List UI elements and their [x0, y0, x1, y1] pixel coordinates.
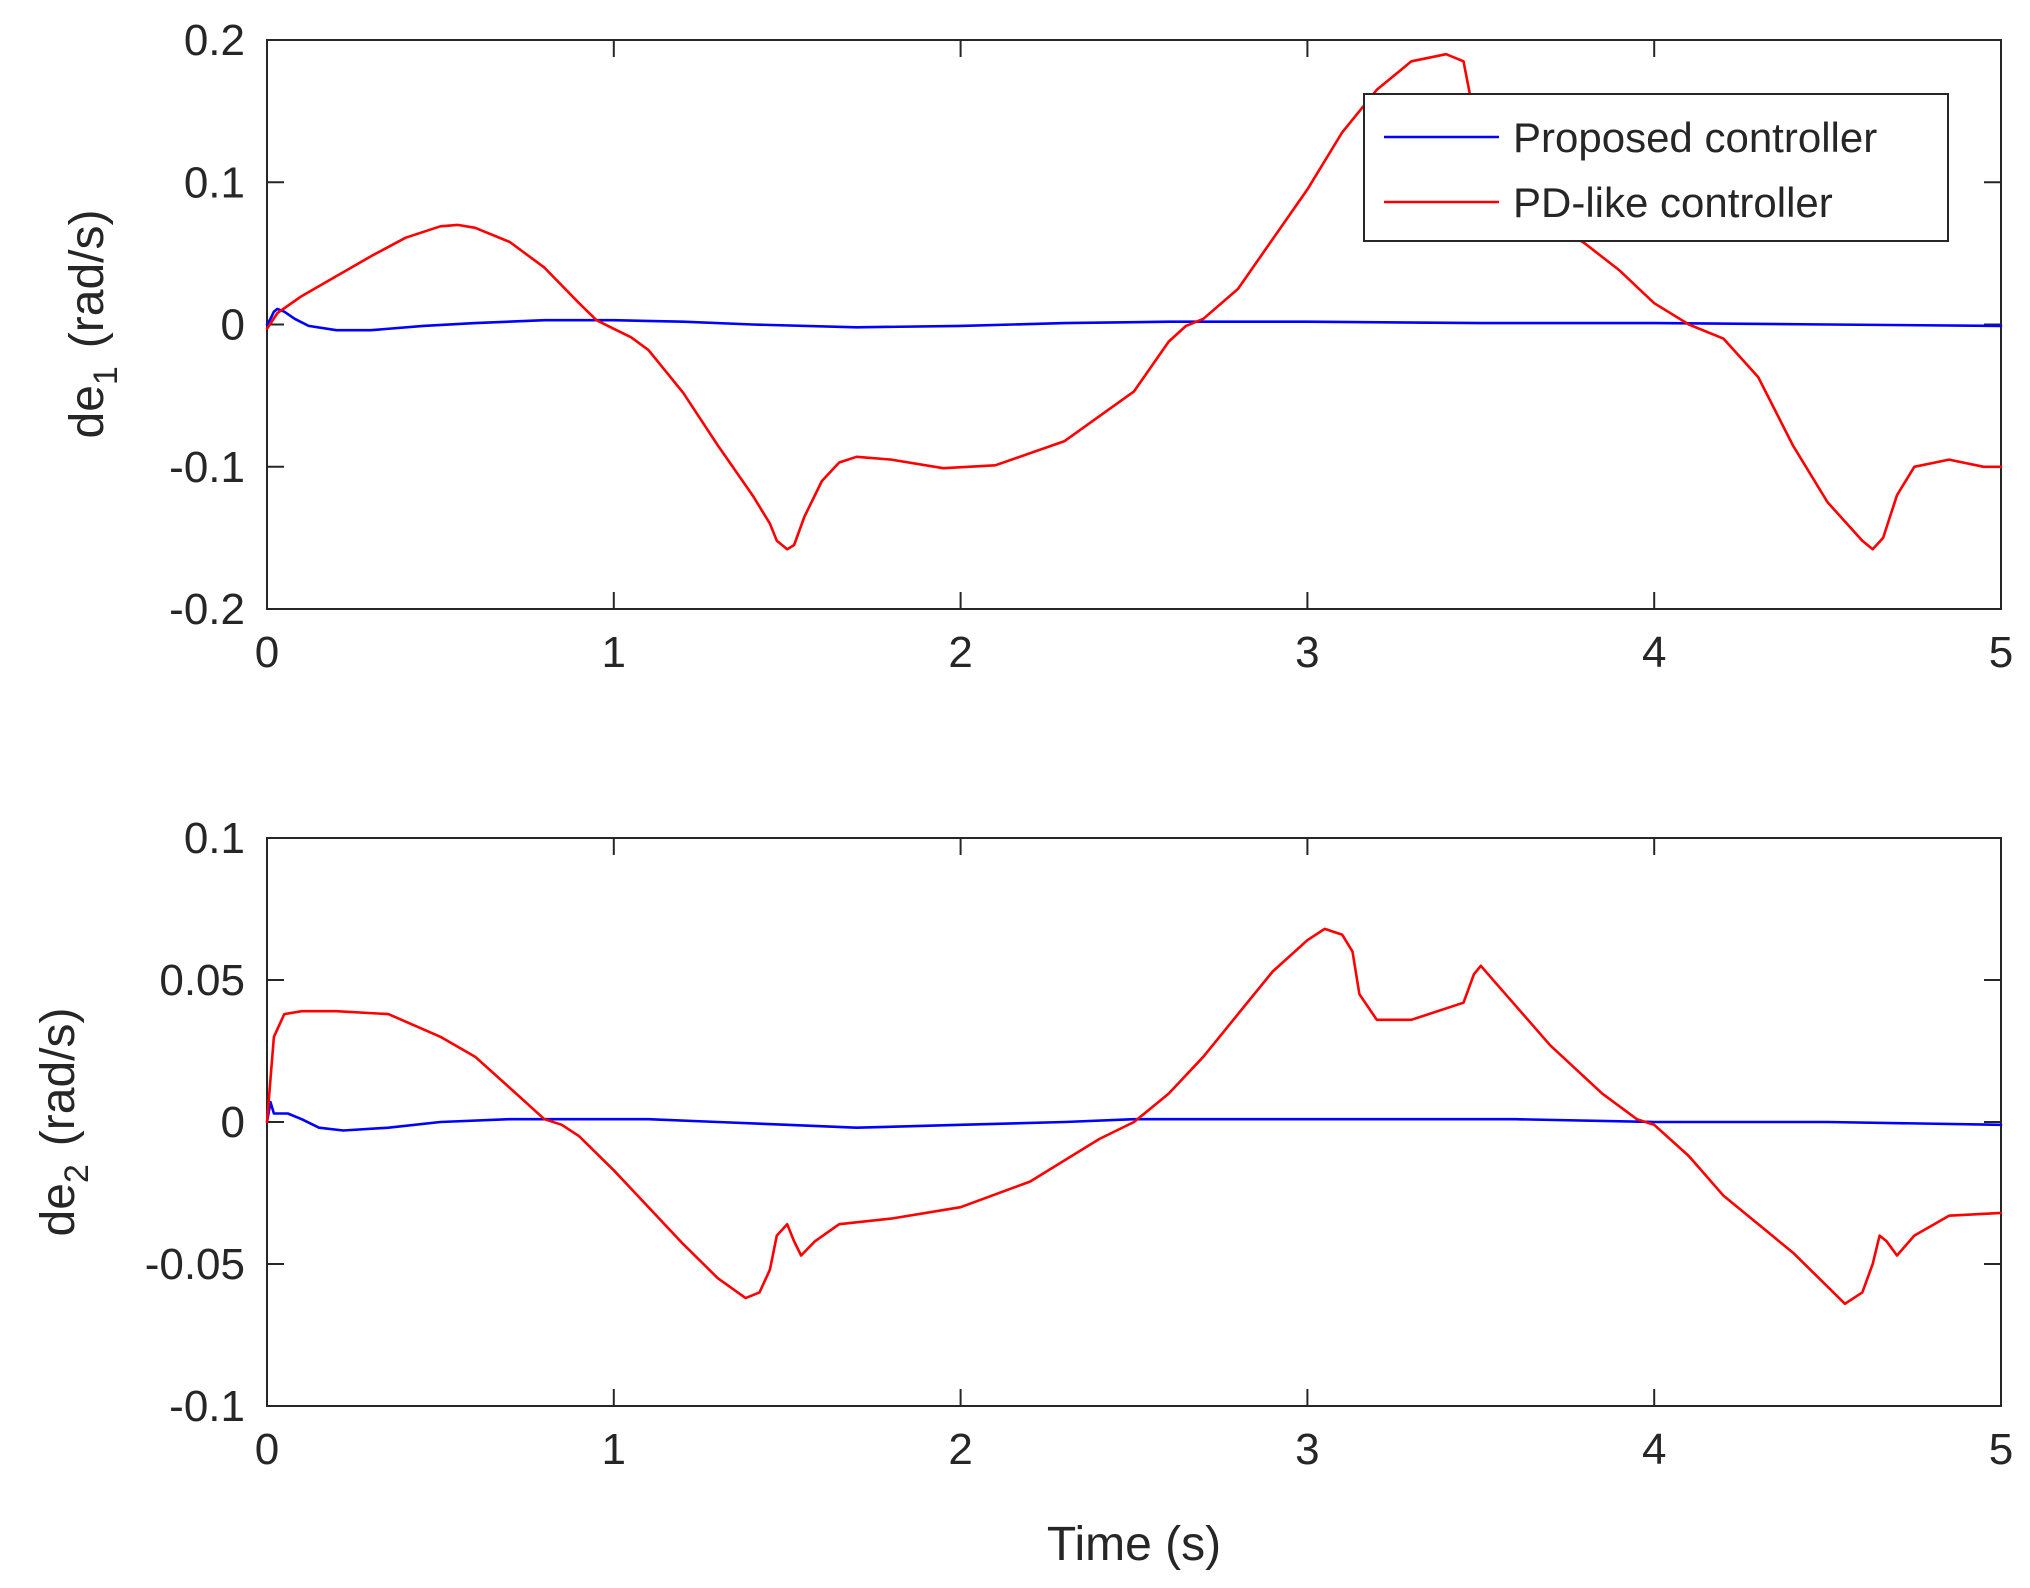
subplot-2-y-tick-label: -0.05 [145, 1240, 245, 1289]
subplot-2-x-tick-label: 2 [948, 1425, 972, 1474]
subplot-2-ylabel-sub: 2 [58, 1164, 96, 1183]
subplot-2-series-proposed-controller [265, 1100, 2003, 1132]
subplot-1-y-tick-label: 0.1 [184, 158, 245, 207]
subplot-2-y-tick-label: 0.05 [159, 956, 245, 1005]
subplot-1-ylabel-sub: 1 [87, 366, 125, 385]
subplot-1-x-tick-label: 3 [1295, 628, 1319, 677]
subplot-2-x-tick-label: 1 [602, 1425, 626, 1474]
subplot-2-ylabel-base: de [32, 1183, 85, 1236]
subplot-1-ylabel-unit: (rad/s) [61, 210, 114, 349]
subplot-2-y-tick-label: 0.1 [184, 814, 245, 863]
subplot-1-ticks: 0 1 2 3 4 5 -0.2 -0.1 0 0.1 0.2 [169, 16, 2013, 677]
subplot-1-y-tick-label: -0.2 [169, 585, 245, 634]
subplot-1-y-axis-title: de1 (rad/s) [61, 210, 125, 439]
subplot-1-x-tick-label: 4 [1642, 628, 1666, 677]
subplot-2-y-axis-title: de2 (rad/s) [32, 1008, 96, 1237]
subplot-2-y-tick-label: -0.1 [169, 1382, 245, 1431]
subplot-2-x-tick-label: 4 [1642, 1425, 1666, 1474]
subplot-2-series-pd-like-controller [265, 927, 2003, 1306]
subplot-1-y-tick-label: 0.2 [184, 16, 245, 65]
subplot-1: 0 1 2 3 4 5-0.2-0.100.10.2 de1(rad/s) Propose… [61, 16, 2013, 677]
x-axis-title: Time (s) [1047, 1518, 1221, 1571]
subplot-1-y-tick-label: -0.1 [169, 443, 245, 492]
subplot-2-ticks: 0 1 2 3 4 5 -0.1 -0.05 0 0.05 0.1 [145, 814, 2014, 1474]
legend: Proposed controller PD-like controller [1363, 93, 1949, 242]
subplot-2-x-tick-label: 5 [1989, 1425, 2013, 1474]
subplot-1-y-tick-label: 0 [221, 301, 245, 350]
subplot-1-series-proposed-controller [265, 307, 2003, 332]
subplot-2-x-tick-label: 0 [255, 1425, 279, 1474]
subplot-1-ylabel-base: de [61, 385, 114, 438]
subplot-1-x-tick-label: 2 [948, 628, 972, 677]
subplot-2-ylabel-unit: (rad/s) [32, 1008, 85, 1147]
subplot-1-x-tick-label: 1 [602, 628, 626, 677]
subplot-2-y-tick-label: 0 [221, 1098, 245, 1147]
legend-label-pd-like: PD-like controller [1513, 179, 1833, 226]
subplot-1-x-tick-label: 5 [1989, 628, 2013, 677]
legend-box [1363, 93, 1949, 242]
subplot-1-x-tick-label: 0 [255, 628, 279, 677]
subplot-2-x-tick-label: 3 [1295, 1425, 1319, 1474]
subplot-1-series-pd-like-controller [265, 52, 2003, 551]
subplot-2-series [265, 927, 2003, 1306]
subplot-1-series [265, 52, 2003, 551]
legend-label-proposed: Proposed controller [1513, 114, 1877, 161]
